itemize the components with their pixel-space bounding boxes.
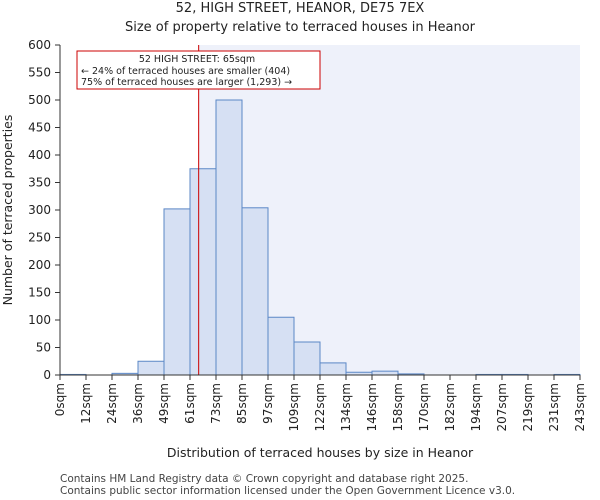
x-tick-label-243sqm: 243sqm xyxy=(573,383,587,431)
bar-49sqm xyxy=(163,208,191,376)
bar-109sqm xyxy=(293,341,321,376)
x-tick-label-231sqm: 231sqm xyxy=(547,383,561,431)
x-tick-label-182sqm: 182sqm xyxy=(443,383,457,431)
bar-73sqm xyxy=(215,99,243,376)
y-tick-label-600: 600 xyxy=(28,38,51,52)
annotation-smaller: ← 24% of terraced houses are smaller (40… xyxy=(81,66,290,77)
bars-group xyxy=(59,99,581,376)
x-axis-title: Distribution of terraced houses by size … xyxy=(167,445,474,460)
x-tick-label-219sqm: 219sqm xyxy=(521,383,535,431)
x-ticks-group: 0sqm 12sqm 24sqm 36sqm 49sqm 61sqm 73sqm 85sqm 9… xyxy=(53,375,587,431)
y-tick-label-150: 150 xyxy=(28,286,51,300)
bar-122sqm xyxy=(319,362,347,376)
y-tick-label-300: 300 xyxy=(28,203,51,217)
footer-line-2: Contains public sector information licen… xyxy=(60,485,516,497)
x-tick-label-158sqm: 158sqm xyxy=(391,383,405,431)
x-tick-label-146sqm: 146sqm xyxy=(365,383,379,431)
y-tick-label-0: 0 xyxy=(43,368,51,382)
bar-61sqm xyxy=(189,168,217,376)
y-tick-label-250: 250 xyxy=(28,231,51,245)
y-tick-label-50: 50 xyxy=(36,341,51,355)
chart-subtitle: Size of property relative to terraced ho… xyxy=(125,20,476,35)
x-tick-label-122sqm: 122sqm xyxy=(313,383,327,431)
x-tick-label-61sqm: 61sqm xyxy=(183,383,197,424)
chart-title: 52, HIGH STREET, HEANOR, DE75 7EX xyxy=(176,1,425,16)
x-tick-label-73sqm: 73sqm xyxy=(209,383,223,424)
y-tick-label-200: 200 xyxy=(28,258,51,272)
x-tick-label-97sqm: 97sqm xyxy=(261,383,275,424)
x-tick-label-12sqm: 12sqm xyxy=(79,383,93,424)
bar-146sqm xyxy=(371,370,399,376)
y-axis-title: Number of terraced properties xyxy=(0,115,15,306)
annotation-larger: 75% of terraced houses are larger (1,293… xyxy=(81,77,292,88)
y-tick-label-500: 500 xyxy=(28,93,51,107)
bar-36sqm xyxy=(137,360,165,376)
y-ticks-group: 0 50 100 150 200 250 300 350 400 450 500 550 600 xyxy=(28,38,60,382)
x-tick-label-109sqm: 109sqm xyxy=(287,383,301,431)
y-tick-label-450: 450 xyxy=(28,121,51,135)
y-tick-label-550: 550 xyxy=(28,66,51,80)
x-tick-label-207sqm: 207sqm xyxy=(495,383,509,431)
footer-line-1: Contains HM Land Registry data © Crown c… xyxy=(60,473,469,485)
annotation-box: 52 HIGH STREET: 65sqm ← 24% of terraced … xyxy=(76,50,321,90)
annotation-label: 52 HIGH STREET: 65sqm xyxy=(139,54,255,65)
y-tick-label-350: 350 xyxy=(28,176,51,190)
bar-97sqm xyxy=(267,316,295,376)
y-tick-label-400: 400 xyxy=(28,148,51,162)
y-tick-label-100: 100 xyxy=(28,313,51,327)
x-tick-label-194sqm: 194sqm xyxy=(469,383,483,431)
annotation-border xyxy=(76,50,321,90)
bar-85sqm xyxy=(241,207,269,376)
x-tick-label-0sqm: 0sqm xyxy=(53,383,67,416)
x-tick-label-134sqm: 134sqm xyxy=(339,383,353,431)
x-tick-label-36sqm: 36sqm xyxy=(131,383,145,424)
x-tick-label-170sqm: 170sqm xyxy=(417,383,431,431)
x-tick-label-49sqm: 49sqm xyxy=(157,383,171,424)
x-tick-label-24sqm: 24sqm xyxy=(105,383,119,424)
x-tick-label-85sqm: 85sqm xyxy=(235,383,249,424)
